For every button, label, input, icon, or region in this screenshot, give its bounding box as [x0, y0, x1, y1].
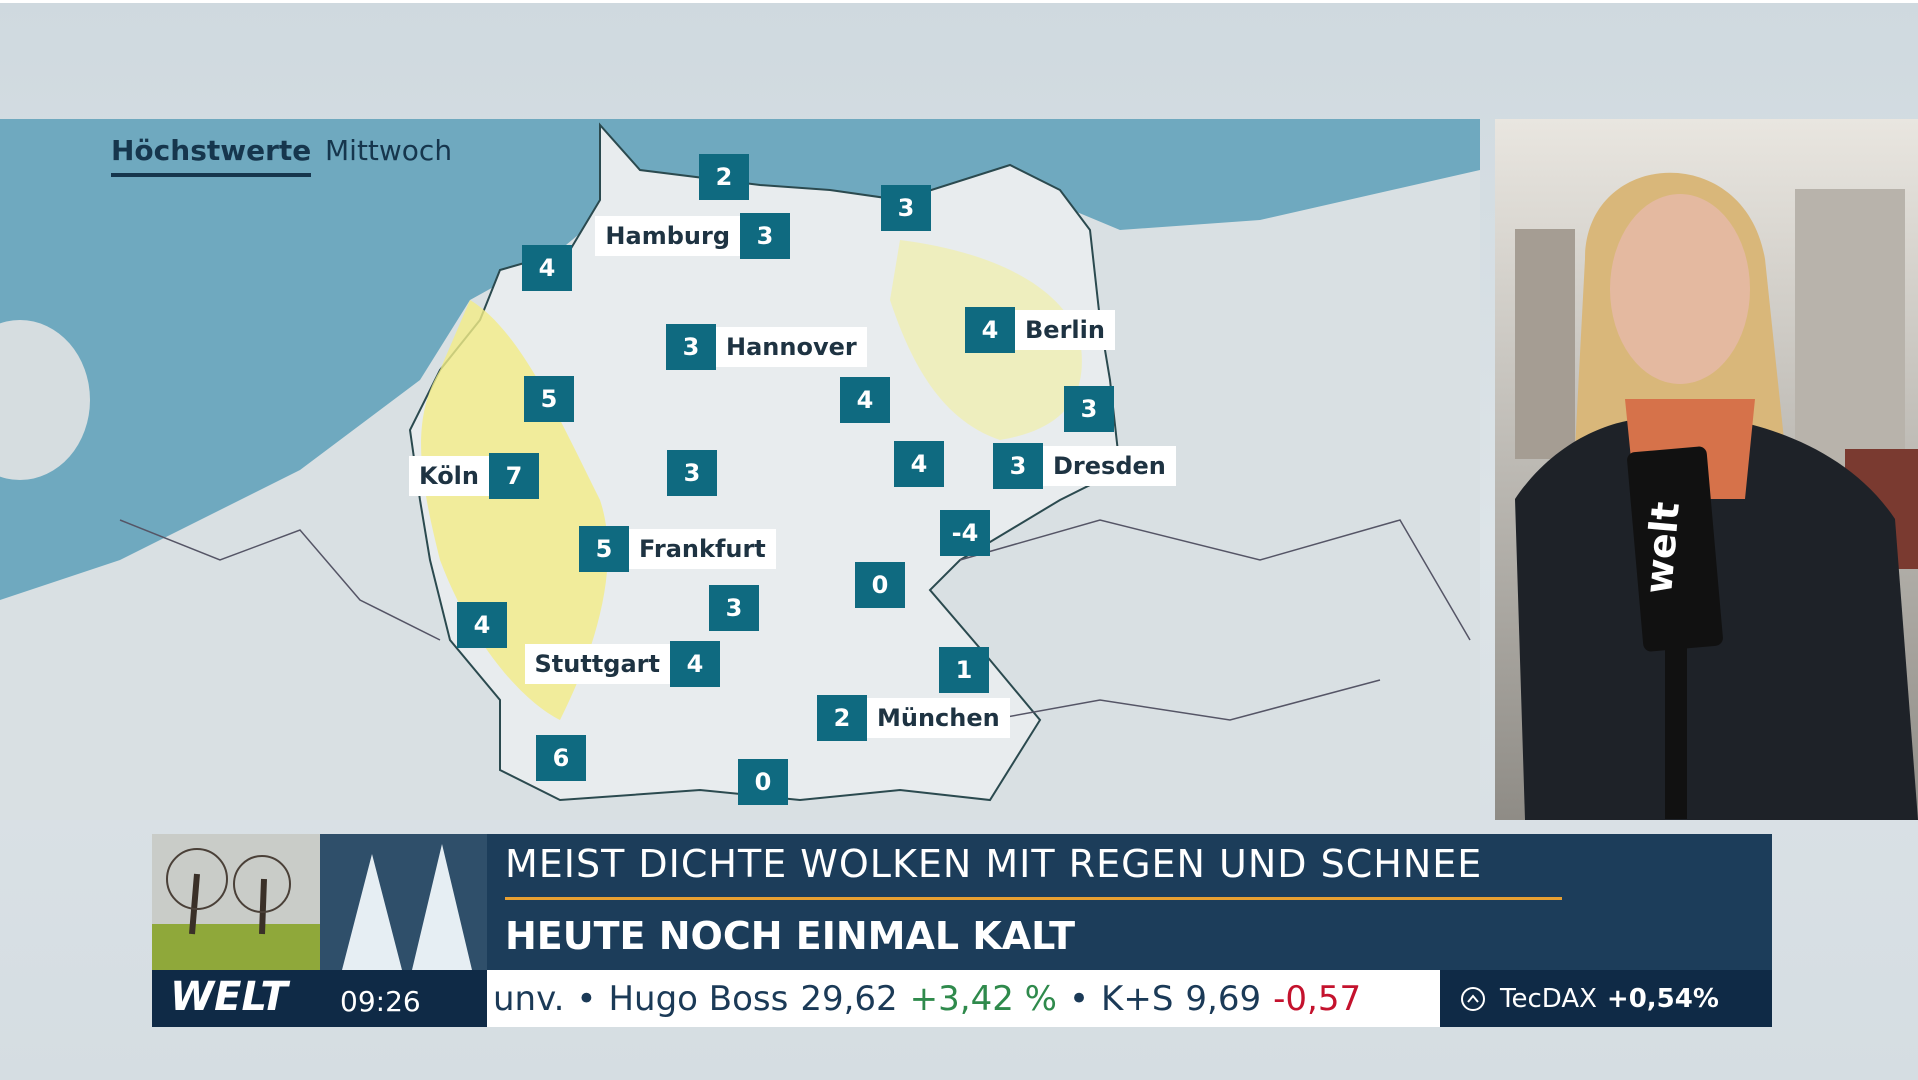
headline: MEIST DICHTE WOLKEN MIT REGEN UND SCHNEE	[505, 842, 1483, 886]
headline-bar	[487, 834, 1772, 970]
city-name: Berlin	[1015, 310, 1115, 350]
ticker-separator: •	[1068, 978, 1090, 1019]
clock: 09:26	[340, 985, 421, 1018]
logo: WELT	[170, 974, 288, 1020]
city-name: Stuttgart	[524, 644, 670, 684]
ticker-name: Hugo Boss	[608, 978, 789, 1019]
city-marker: Köln 7	[409, 453, 539, 499]
temp-marker: 0	[855, 562, 905, 608]
city-marker: Stuttgart 4	[524, 641, 720, 687]
header-day: Mittwoch	[325, 134, 453, 167]
city-temp: 3	[666, 324, 716, 370]
city-marker: Hamburg 3	[595, 213, 790, 259]
city-marker: 3 Hannover	[666, 324, 867, 370]
city-temp: 3	[740, 213, 790, 259]
temp-marker: 4	[522, 245, 572, 291]
city-marker: 2 München	[817, 695, 1010, 741]
ticker-text: unv.	[493, 978, 565, 1019]
city-temp: 7	[489, 453, 539, 499]
index-icon	[1461, 986, 1485, 1011]
headline-rule	[505, 897, 1562, 900]
britain	[0, 320, 90, 480]
temp-marker: 3	[881, 185, 931, 231]
temp-marker: 5	[524, 376, 574, 422]
header-title: Höchstwerte	[111, 134, 312, 177]
reporter-video: welt	[1495, 119, 1918, 820]
temp-marker: 2	[699, 154, 749, 200]
city-name: Hamburg	[595, 216, 740, 256]
ticker-separator: •	[576, 978, 597, 1019]
mic-flag: welt	[1636, 500, 1688, 596]
temp-marker: 4	[894, 441, 944, 487]
index-name: TecDAX	[1500, 983, 1597, 1014]
city-marker: 5 Frankfurt	[579, 526, 776, 572]
ticker-price: 29,62	[800, 978, 898, 1019]
subheadline: HEUTE NOCH EINMAL KALT	[505, 914, 1076, 958]
temp-marker: 1	[939, 647, 989, 693]
city-name: München	[867, 698, 1010, 738]
city-temp: 3	[993, 443, 1043, 489]
city-name: Köln	[409, 456, 489, 496]
borders	[119, 519, 1471, 721]
ticker-change: +3,42 %	[909, 978, 1057, 1019]
temp-marker: 6	[536, 735, 586, 781]
temp-marker: -4	[940, 510, 990, 556]
index-box: TecDAX +0,54%	[1440, 970, 1772, 1027]
temp-marker: 3	[1064, 386, 1114, 432]
city-temp: 4	[965, 307, 1015, 353]
city-temp: 4	[670, 641, 720, 687]
top-edge	[0, 0, 1918, 3]
temp-marker: 3	[709, 585, 759, 631]
city-marker: 4 Berlin	[965, 307, 1115, 353]
ticker: unv. • Hugo Boss 29,62 +3,42 % • K+S 9,6…	[487, 970, 1440, 1027]
ticker-name: K+S	[1101, 978, 1174, 1019]
ticker-change: -0,57	[1273, 978, 1362, 1019]
temp-marker: 4	[840, 377, 890, 423]
city-name: Hannover	[716, 327, 867, 367]
temp-marker: 0	[738, 759, 788, 805]
temp-marker: 3	[667, 450, 717, 496]
city-name: Frankfurt	[629, 529, 776, 569]
ticker-price: 9,69	[1185, 978, 1262, 1019]
city-temp: 5	[579, 526, 629, 572]
city-temp: 2	[817, 695, 867, 741]
city-name: Dresden	[1043, 446, 1176, 486]
city-marker: 3 Dresden	[993, 443, 1176, 489]
index-change: +0,54%	[1606, 983, 1719, 1014]
temp-marker: 4	[457, 602, 507, 648]
brand-bar	[152, 970, 487, 1027]
thumbnails	[152, 834, 487, 970]
